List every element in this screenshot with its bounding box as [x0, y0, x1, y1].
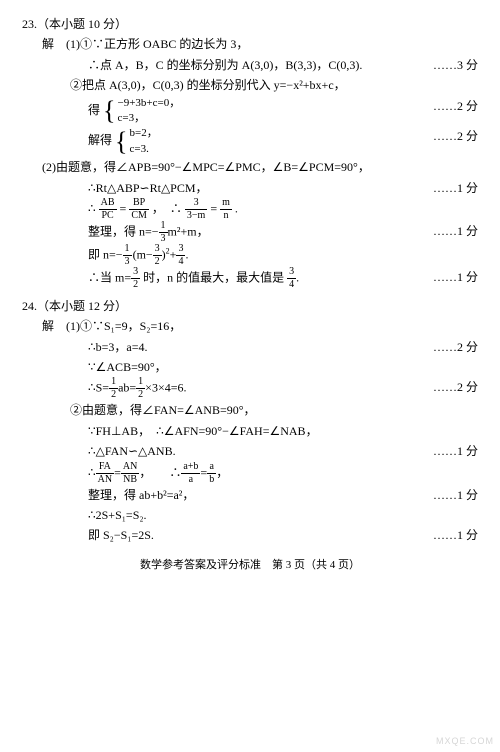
q23-l1: ∴点 A，B，C 的坐标分别为 A(3,0)，B(3,3)，C(0,3). ………	[22, 55, 478, 75]
score: ……2 分	[425, 126, 478, 146]
q24-header: 24.（本小题 12 分）	[22, 296, 478, 316]
num: 1	[159, 221, 168, 233]
brace-eq: 得 { −9+3b+c=0， c=3，	[22, 96, 425, 127]
q23-l3: 得 { −9+3b+c=0， c=3， ……2 分	[22, 96, 478, 127]
q23-l2: ②把点 A(3,0)，C(0,3) 的坐标分别代入 y=−x²+bx+c，	[22, 75, 478, 95]
prefix: 整理，得 n=−	[88, 224, 159, 238]
q24-l3: ∴S=12ab=12×3×4=6. ……2 分	[22, 377, 478, 400]
q24-l1: ∴b=3，a=4. ……2 分	[22, 337, 478, 357]
suffix: m²+m，	[168, 224, 209, 238]
top: −9+3b+c=0，	[118, 97, 181, 109]
score: ……1 分	[425, 525, 478, 545]
text: ∴点 A，B，C 的坐标分别为 A(3,0)，B(3,3)，C(0,3).	[22, 55, 425, 75]
q24-l7: ∴FAAN=ANNB， ∴a+ba=ab，	[22, 462, 478, 485]
text: ∵∠ACB=90°，	[22, 357, 478, 377]
watermark: MXQE.COM	[436, 736, 494, 746]
fraction-eq: ∴ ABPC = BPCM ， ∴ 33−m = mn .	[22, 198, 478, 221]
q24-l8: 整理，得 ab+b²=a²， ……1 分	[22, 485, 478, 505]
text: ∴Rt△ABP∽Rt△PCM，	[22, 178, 425, 198]
q23-l7: ∴ ABPC = BPCM ， ∴ 33−m = mn .	[22, 198, 478, 221]
text: 即 S₂−S₁=2S.	[22, 525, 425, 545]
q23-header: 23.（本小题 10 分）	[22, 14, 478, 34]
s-eq: ∴S=12ab=12×3×4=6.	[22, 377, 425, 400]
brace-eq: 解得 { b=2， c=3.	[22, 126, 425, 157]
page: 23.（本小题 10 分） 解 (1)①∵正方形 OABC 的边长为 3， ∴点…	[0, 0, 500, 585]
score: ……3 分	[425, 55, 478, 75]
text: ②把点 A(3,0)，C(0,3) 的坐标分别代入 y=−x²+bx+c，	[22, 75, 478, 95]
den: PC	[99, 210, 117, 221]
fa-eq: ∴FAAN=ANNB， ∴a+ba=ab，	[22, 462, 478, 485]
num: m	[220, 198, 232, 210]
q23-l9: 即 n=−13 (m−32)2+34.	[22, 244, 478, 267]
text: ∴△FAN∽△ANB.	[22, 441, 425, 461]
label: 解得	[88, 133, 112, 147]
text: (2)由题意，得∠APB=90°−∠MPC=∠PMC，∠B=∠PCM=90°，	[22, 157, 478, 177]
text: 整理，得 ab+b²=a²，	[22, 485, 425, 505]
q24-l5: ∵FH⊥AB， ∴∠AFN=90°−∠FAH=∠NAB，	[22, 421, 478, 441]
sep: ， ∴	[152, 201, 182, 215]
den: 3	[159, 233, 168, 244]
eq-sq: 即 n=−13 (m−32)2+34.	[22, 244, 478, 267]
q24-l6: ∴△FAN∽△ANB. ……1 分	[22, 441, 478, 461]
q24-l0: 解 (1)①∵S₁=9，S₂=16，	[22, 316, 478, 336]
score: ……1 分	[425, 221, 478, 241]
num: AB	[99, 198, 117, 210]
text: ②由题意，得∠FAN=∠ANB=90°，	[22, 400, 478, 420]
q23-l10: ∴当 m=32 时，n 的值最大，最大值是 34. ……1 分	[22, 267, 478, 290]
q23-l8: 整理，得 n=−13m²+m， ……1 分	[22, 221, 478, 244]
q23-l0: 解 (1)①∵正方形 OABC 的边长为 3，	[22, 34, 478, 54]
q24-l4: ②由题意，得∠FAN=∠ANB=90°，	[22, 400, 478, 420]
eq-final: ∴当 m=32 时，n 的值最大，最大值是 34.	[22, 267, 425, 290]
q23-l6: ∴Rt△ABP∽Rt△PCM， ……1 分	[22, 178, 478, 198]
eq: 整理，得 n=−13m²+m，	[22, 221, 425, 244]
den: n	[220, 210, 232, 221]
score: ……1 分	[425, 485, 478, 505]
text: ∵FH⊥AB， ∴∠AFN=90°−∠FAH=∠NAB，	[22, 421, 478, 441]
q23-l4: 解得 { b=2， c=3. ……2 分	[22, 126, 478, 157]
q23-l5: (2)由题意，得∠APB=90°−∠MPC=∠PMC，∠B=∠PCM=90°，	[22, 157, 478, 177]
score: ……1 分	[425, 267, 478, 287]
q24-l9: ∴2S+S₁=S₂.	[22, 505, 478, 525]
text: ∴2S+S₁=S₂.	[22, 505, 478, 525]
top: b=2，	[130, 127, 158, 139]
num: 3	[185, 198, 207, 210]
label: 得	[88, 103, 100, 117]
bottom: c=3，	[118, 112, 146, 124]
brace-icon: {	[103, 98, 115, 124]
score: ……1 分	[425, 178, 478, 198]
text: 解 (1)①∵S₁=9，S₂=16，	[22, 316, 478, 336]
bottom: c=3.	[130, 143, 149, 155]
brace-icon: {	[115, 129, 127, 155]
tail: .	[235, 201, 238, 215]
score: ……2 分	[425, 96, 478, 116]
q24-l10: 即 S₂−S₁=2S. ……1 分	[22, 525, 478, 545]
text: ∴b=3，a=4.	[22, 337, 425, 357]
score: ……1 分	[425, 441, 478, 461]
text: 解 (1)①∵正方形 OABC 的边长为 3，	[22, 34, 478, 54]
page-footer: 数学参考答案及评分标准 第 3 页（共 4 页）	[22, 556, 478, 575]
num: BP	[129, 198, 149, 210]
score: ……2 分	[425, 337, 478, 357]
den: 3−m	[185, 210, 207, 221]
therefore: ∴	[88, 201, 96, 215]
den: CM	[129, 210, 149, 221]
score: ……2 分	[425, 377, 478, 397]
q24-l2: ∵∠ACB=90°，	[22, 357, 478, 377]
